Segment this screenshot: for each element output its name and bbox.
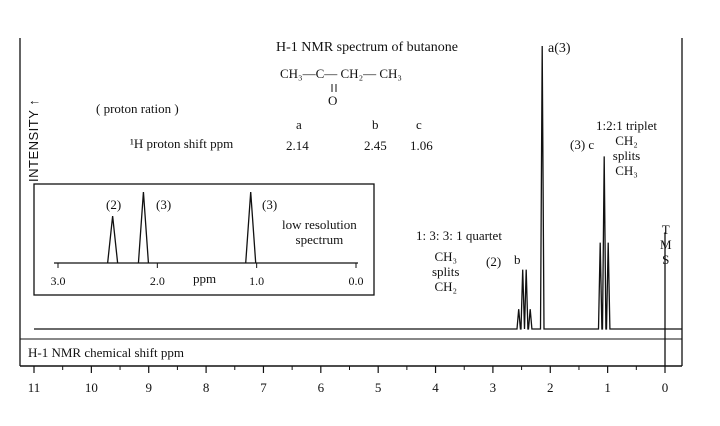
peak-b-label: b	[514, 252, 521, 267]
chart-title: H-1 NMR spectrum of butanone	[276, 40, 458, 55]
triplet-ch2: CH₂	[615, 133, 638, 148]
x-tick-label-6: 6	[318, 380, 325, 395]
column-a: a	[296, 117, 302, 132]
butanone-formula: CH₃—C— CH₂— CH₃	[280, 66, 402, 82]
peak-b-count: (2)	[486, 254, 502, 269]
proton-ratio-label: ( proton ration )	[96, 101, 179, 116]
quartet-ch3: CH₃	[434, 249, 458, 264]
x-tick-label-9: 9	[145, 380, 152, 395]
inset-peak3-label: (3)	[262, 197, 278, 212]
quartet-splits: splits	[432, 264, 460, 279]
x-tick-label-5: 5	[375, 380, 382, 395]
inset-peak-3	[245, 191, 257, 264]
inset-tick-labels: 3.0 2.0 1.0 0.0	[51, 274, 364, 288]
x-tick-label-2: 2	[547, 380, 554, 395]
x-tick-label-4: 4	[432, 380, 439, 395]
formula-oxygen: O	[328, 93, 338, 108]
tms-s: S	[662, 252, 670, 267]
shift-a-value: 2.14	[286, 138, 309, 153]
x-tick-label-11: 11	[28, 380, 41, 395]
formula-ch3-right: CH₃	[379, 66, 402, 81]
inset-tick-marks	[57, 263, 357, 268]
inset-title-line1: low resolution	[282, 217, 357, 232]
column-b: b	[372, 117, 379, 132]
x-tick-label-10: 10	[85, 380, 98, 395]
triplet-annotation: 1:2:1 triplet CH₂ splits CH₃	[596, 118, 657, 178]
tms-label: T M S	[660, 222, 672, 267]
triplet-splits: splits	[612, 148, 641, 163]
shift-b-value: 2.45	[364, 138, 387, 153]
x-tick-label-8: 8	[203, 380, 210, 395]
x-tick-label-0: 0	[662, 380, 669, 395]
inset-peaks	[106, 191, 257, 264]
main-tick-labels: 11 10 9 8 7 6 5 4 3 2 1 0	[28, 380, 669, 395]
formula-bond2: —	[363, 66, 377, 81]
x-tick-label-7: 7	[260, 380, 267, 395]
triplet-label: 1:2:1 triplet	[596, 118, 658, 133]
inset-title: low resolution spectrum	[282, 217, 357, 247]
peak-c-label: (3) c	[570, 137, 595, 152]
y-axis-label: INTENSITY ↑	[26, 98, 41, 182]
inset-x-label: ppm	[193, 271, 217, 286]
inset-tick-label-3.0: 3.0	[51, 274, 66, 288]
inset-tick-label-2.0: 2.0	[150, 274, 165, 288]
shift-c-value: 1.06	[410, 138, 433, 153]
inset-peak1-label: (2)	[106, 197, 122, 212]
inset-peak2-label: (3)	[156, 197, 172, 212]
quartet-annotation: CH₃ splits CH₂	[432, 249, 459, 294]
inset-title-line2: spectrum	[295, 232, 344, 247]
x-tick-label-3: 3	[490, 380, 497, 395]
x-axis-label: H-1 NMR chemical shift ppm	[28, 345, 184, 360]
triplet-ch3: CH₃	[615, 163, 638, 178]
shift-row-label: ¹H proton shift ppm	[130, 136, 234, 151]
column-c: c	[416, 117, 422, 132]
formula-ch3-left: CH₃	[280, 66, 303, 81]
spectrum-line	[34, 45, 682, 330]
tms-m: M	[660, 237, 672, 252]
inset-peak-2	[137, 191, 150, 264]
peak-a-label: a(3)	[548, 41, 571, 56]
formula-ch2: CH₂	[340, 66, 364, 81]
inset-tick-label-1.0: 1.0	[249, 274, 264, 288]
main-tick-marks	[33, 366, 666, 373]
quartet-ch2: CH₂	[434, 279, 458, 294]
tms-t: T	[661, 222, 670, 237]
quartet-label: 1: 3: 3: 1 quartet	[416, 228, 502, 243]
inset-box	[33, 183, 375, 296]
inset-tick-label-0.0: 0.0	[349, 274, 364, 288]
x-tick-label-1: 1	[604, 380, 611, 395]
inset-peak-1	[106, 216, 119, 264]
formula-bond1: —C—	[302, 66, 338, 81]
